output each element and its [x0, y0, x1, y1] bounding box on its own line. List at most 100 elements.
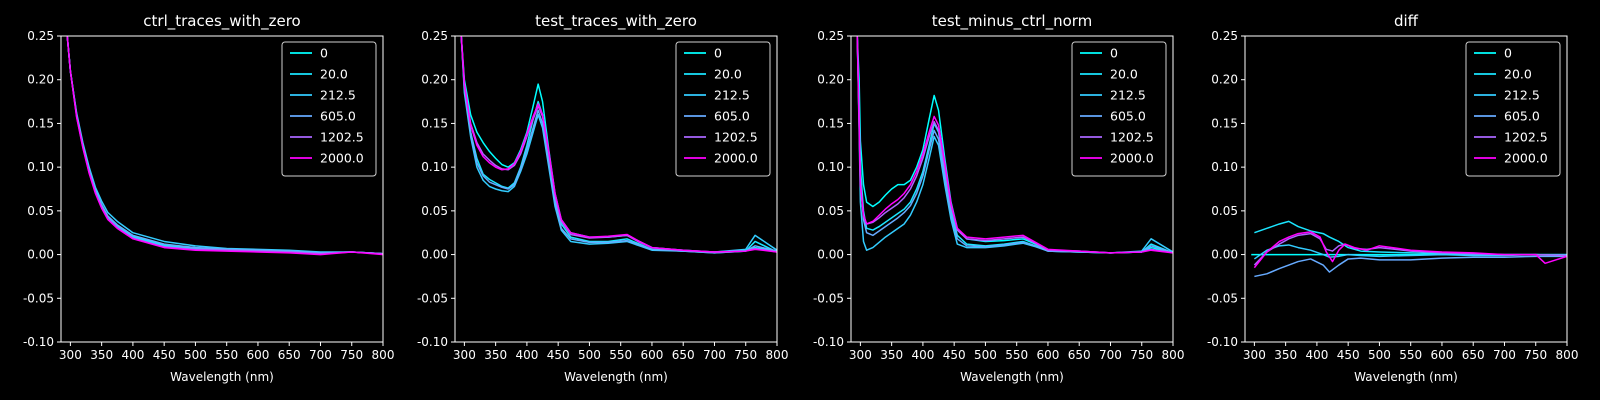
x-tick-label: 650	[1068, 348, 1091, 362]
x-tick-label: 550	[609, 348, 632, 362]
y-tick-label: 0.05	[27, 204, 54, 218]
y-tick-label: 0.15	[421, 116, 448, 130]
chart-title: test_traces_with_zero	[535, 12, 697, 31]
chart-panel-1: test_traces_with_zero 300 350 400 450 500 550 6…	[417, 12, 789, 384]
legend-entry: 20.0	[320, 67, 348, 82]
y-tick-label: 0.15	[27, 116, 54, 130]
series-line-5	[460, 36, 777, 253]
x-tick-label: 350	[90, 348, 113, 362]
series-group	[1251, 220, 1567, 278]
legend-entry: 2000.0	[714, 151, 758, 166]
legend-entry: 605.0	[320, 109, 356, 124]
legend-entry: 605.0	[1110, 109, 1146, 124]
y-tick-label: -0.05	[1207, 291, 1238, 305]
chart-title: diff	[1394, 12, 1419, 30]
x-tick-label: 400	[515, 348, 538, 362]
y-tick-label: 0.20	[1211, 73, 1238, 87]
y-tick-label: 0.25	[817, 29, 844, 43]
series-line-5	[66, 36, 383, 256]
legend-box	[281, 41, 377, 177]
chart-panel-0: ctrl_traces_with_zero 300 350 400 450 500 550 6…	[23, 12, 395, 384]
legend: 0 20.0 212.5 605.0 1202.5 2000.0	[1465, 41, 1561, 177]
legend-entry: 0	[320, 46, 328, 61]
chart-title: test_minus_ctrl_norm	[932, 12, 1093, 31]
series-group	[66, 36, 383, 256]
series-line-4	[1253, 232, 1567, 266]
y-tick-label: 0.00	[27, 248, 54, 262]
legend-box	[1465, 41, 1561, 177]
legend-entry: 605.0	[714, 109, 750, 124]
legend-entry: 1202.5	[1110, 130, 1154, 145]
x-tick-label: 800	[766, 348, 789, 362]
x-tick-label: 650	[278, 348, 301, 362]
y-tick-label: 0.00	[1211, 248, 1238, 262]
x-tick-label: 700	[309, 348, 332, 362]
x-tick-label: 300	[849, 348, 872, 362]
legend-entry: 0	[714, 46, 722, 61]
x-tick-label: 700	[703, 348, 726, 362]
x-tick-label: 350	[880, 348, 903, 362]
x-tick-label: 500	[1368, 348, 1391, 362]
x-tick-label: 800	[1556, 348, 1579, 362]
x-tick-label: 500	[974, 348, 997, 362]
series-line-2	[1253, 244, 1567, 260]
x-tick-label: 800	[1162, 348, 1185, 362]
legend: 0 20.0 212.5 605.0 1202.5 2000.0	[281, 41, 377, 177]
legend-entry: 1202.5	[320, 130, 364, 145]
x-tick-label: 450	[153, 348, 176, 362]
y-tick-label: 0.15	[1211, 116, 1238, 130]
y-tick-label: 0.10	[817, 160, 844, 174]
x-tick-label: 450	[547, 348, 570, 362]
legend-entry: 212.5	[320, 88, 356, 103]
series-group	[460, 36, 777, 254]
x-tick-label: 700	[1493, 348, 1516, 362]
x-tick-label: 500	[578, 348, 601, 362]
x-tick-label: 350	[484, 348, 507, 362]
x-tick-label: 300	[453, 348, 476, 362]
legend-box	[675, 41, 771, 177]
y-tick-label: -0.10	[417, 335, 448, 349]
series-group	[856, 36, 1173, 254]
y-tick-label: -0.05	[813, 291, 844, 305]
x-tick-label: 300	[1243, 348, 1266, 362]
y-tick-label: 0.10	[421, 160, 448, 174]
x-tick-label: 400	[911, 348, 934, 362]
x-tick-label: 600	[246, 348, 269, 362]
legend-entry: 20.0	[714, 67, 742, 82]
x-tick-label: 400	[1305, 348, 1328, 362]
y-tick-label: 0.15	[817, 116, 844, 130]
legend-entry: 0	[1110, 46, 1118, 61]
x-tick-label: 550	[1399, 348, 1422, 362]
y-tick-label: -0.10	[23, 335, 54, 349]
y-tick-label: -0.05	[23, 291, 54, 305]
legend-entry: 20.0	[1504, 67, 1532, 82]
y-tick-label: -0.05	[417, 291, 448, 305]
y-tick-label: 0.20	[27, 73, 54, 87]
x-tick-label: 600	[1036, 348, 1059, 362]
legend-entry: 212.5	[1110, 88, 1146, 103]
y-tick-label: -0.10	[1207, 335, 1238, 349]
series-line-5	[1253, 231, 1567, 269]
x-tick-label: 550	[215, 348, 238, 362]
x-tick-label: 700	[1099, 348, 1122, 362]
series-line-5	[856, 36, 1173, 254]
x-tick-label: 400	[121, 348, 144, 362]
x-tick-label: 450	[1337, 348, 1360, 362]
y-tick-label: 0.05	[817, 204, 844, 218]
chart-title: ctrl_traces_with_zero	[143, 12, 300, 31]
x-axis-label: Wavelength (nm)	[960, 370, 1064, 384]
legend-entry: 20.0	[1110, 67, 1138, 82]
x-axis-label: Wavelength (nm)	[564, 370, 668, 384]
x-tick-label: 550	[1005, 348, 1028, 362]
x-tick-label: 300	[59, 348, 82, 362]
x-axis-label: Wavelength (nm)	[170, 370, 274, 384]
x-tick-label: 750	[1130, 348, 1153, 362]
y-tick-label: 0.05	[1211, 204, 1238, 218]
x-tick-label: 750	[734, 348, 757, 362]
y-tick-label: 0.00	[421, 248, 448, 262]
y-tick-label: 0.10	[1211, 160, 1238, 174]
x-tick-label: 750	[340, 348, 363, 362]
legend-entry: 605.0	[1504, 109, 1540, 124]
